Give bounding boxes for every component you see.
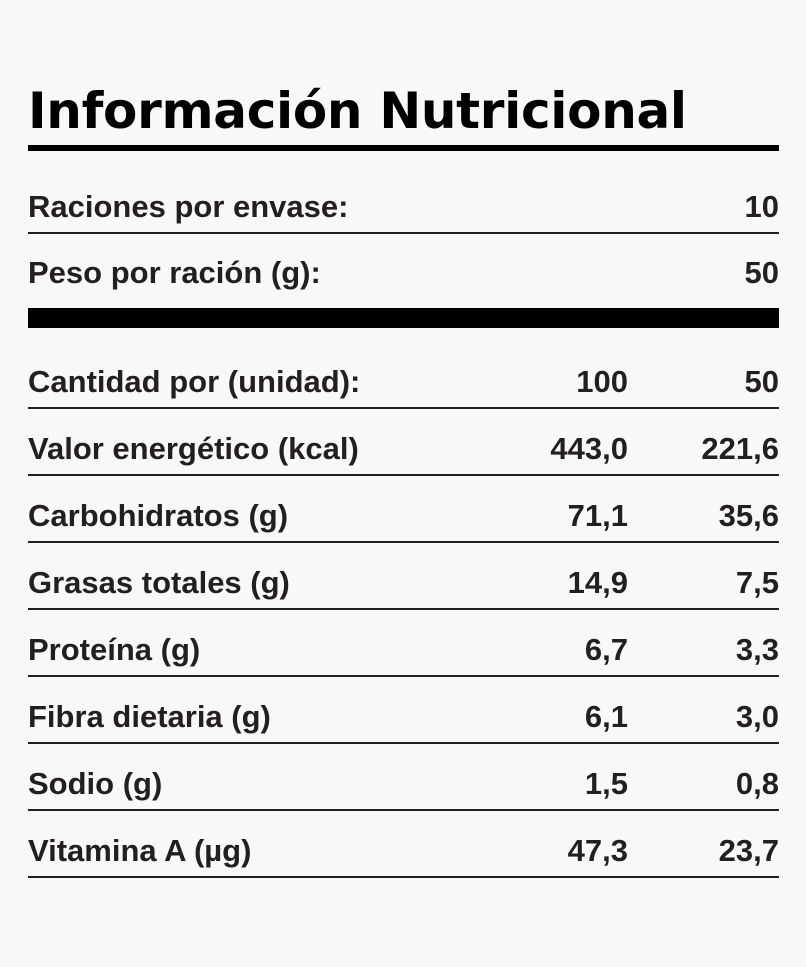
nutrient-value-50: 3,3 [735, 632, 779, 667]
panel-title: Información Nutricional [28, 82, 687, 140]
serving-weight-row: Peso por ración (g): 50 [28, 234, 779, 298]
nutrient-value-50: 7,5 [735, 565, 779, 600]
nutrient-row: Vitamina A (µg) 47,3 23,7 [28, 811, 779, 878]
nutrient-value-100: 6,1 [584, 699, 628, 734]
servings-value: 10 [744, 189, 779, 224]
nutrient-value-100: 47,3 [567, 833, 628, 868]
nutrient-value-50: 3,0 [735, 699, 779, 734]
nutrient-value-50: 0,8 [735, 766, 779, 801]
nutrient-label: Sodio (g) [28, 766, 163, 801]
serving-weight-label: Peso por ración (g): [28, 255, 321, 290]
nutrient-row: Sodio (g) 1,5 0,8 [28, 744, 779, 811]
title-divider [28, 145, 779, 151]
nutrient-value-50: 35,6 [718, 498, 779, 533]
nutrient-row: Proteína (g) 6,7 3,3 [28, 610, 779, 677]
nutrient-value-100: 14,9 [567, 565, 628, 600]
column-header-50: 50 [744, 364, 779, 399]
nutrient-label: Grasas totales (g) [28, 565, 290, 600]
thick-divider [28, 308, 779, 328]
nutrient-value-100: 6,7 [584, 632, 628, 667]
nutrient-value-100: 1,5 [584, 766, 628, 801]
nutrient-row: Fibra dietaria (g) 6,1 3,0 [28, 677, 779, 744]
nutrient-label: Carbohidratos (g) [28, 498, 289, 533]
nutrient-label: Vitamina A (µg) [28, 833, 252, 868]
nutrient-label: Fibra dietaria (g) [28, 699, 271, 734]
amount-header-row: Cantidad por (unidad): 100 50 [28, 346, 779, 409]
nutrient-value-50: 221,6 [701, 431, 779, 466]
servings-row: Raciones por envase: 10 [28, 176, 779, 234]
nutrient-label: Valor energético (kcal) [28, 431, 359, 466]
nutrient-label: Proteína (g) [28, 632, 201, 667]
column-header-100: 100 [576, 364, 628, 399]
nutrient-value-50: 23,7 [718, 833, 779, 868]
nutrient-row: Grasas totales (g) 14,9 7,5 [28, 543, 779, 610]
nutrient-row: Valor energético (kcal) 443,0 221,6 [28, 409, 779, 476]
serving-weight-value: 50 [744, 255, 779, 290]
servings-label: Raciones por envase: [28, 189, 349, 224]
nutrient-value-100: 443,0 [550, 431, 628, 466]
nutrient-row: Carbohidratos (g) 71,1 35,6 [28, 476, 779, 543]
amount-header-label: Cantidad por (unidad): [28, 364, 361, 399]
nutrient-value-100: 71,1 [567, 498, 628, 533]
